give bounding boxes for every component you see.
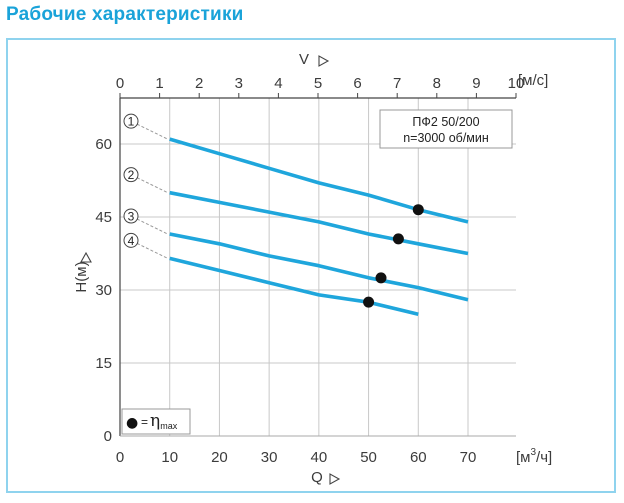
curve-line-4 <box>169 256 419 317</box>
curve-line-2 <box>169 190 469 256</box>
curve-leader-1 <box>136 123 168 140</box>
y-axis-tick-label: 60 <box>95 136 112 153</box>
bottom-axis-tick-label: 30 <box>261 449 278 466</box>
bottom-axis-tick-label: 70 <box>460 449 477 466</box>
bottom-axis-arrow-icon <box>329 473 341 485</box>
top-axis-tick-label: 4 <box>274 75 282 92</box>
top-axis-tick-label: 10 <box>508 75 525 92</box>
curve-leader-4 <box>136 242 168 259</box>
bottom-axis-unit: [м3/ч] <box>516 447 552 466</box>
left-axis-ticks: 0 15 30 45 60 <box>95 136 112 445</box>
y-axis-label: H(м) <box>73 261 90 292</box>
legend-box <box>121 408 191 435</box>
bottom-axis-tick-label: 60 <box>410 449 427 466</box>
efficiency-point-1 <box>412 204 424 216</box>
top-axis-tick-label: 3 <box>235 75 243 92</box>
curve-label-3: 3 <box>128 210 135 224</box>
chart-frame <box>6 38 616 493</box>
y-axis-tick-label: 45 <box>95 209 112 226</box>
top-axis-tick-label: 9 <box>472 75 480 92</box>
curve-label-1: 1 <box>128 115 135 129</box>
curve-line-3 <box>169 232 469 302</box>
top-axis-tick-label: 5 <box>314 75 322 92</box>
curve-label-circle-3 <box>123 208 139 224</box>
bottom-axis-tick-label: 40 <box>311 449 328 466</box>
curve-label-2: 2 <box>128 168 135 182</box>
top-axis-tick-label: 2 <box>195 75 203 92</box>
efficiency-point-2 <box>392 233 404 245</box>
legend-point-icon: ● <box>126 415 138 431</box>
model-name: ПФ2 50/200 <box>412 115 479 129</box>
y-axis-tick-label: 15 <box>95 355 112 372</box>
model-info-box <box>379 109 513 149</box>
bottom-axis-tick-label: 10 <box>161 449 178 466</box>
legend-text: = ηmax <box>141 411 178 431</box>
curve-leader-2 <box>136 177 168 194</box>
top-axis-tick-label: 1 <box>155 75 163 92</box>
curve-label-4: 4 <box>128 234 135 248</box>
curve-label-circle-2 <box>123 167 139 183</box>
top-axis-tick-label: 8 <box>433 75 441 92</box>
bottom-axis-ticks: 0 10 20 30 40 50 60 70 <box>116 449 477 466</box>
y-axis-tick-label: 30 <box>95 282 112 299</box>
bottom-axis-tick-label: 0 <box>116 449 124 466</box>
y-axis-tick-label: 0 <box>104 428 112 445</box>
y-axis-arrow-icon <box>80 251 92 263</box>
curve-label-circle-1 <box>123 113 139 129</box>
curve-label-circle-4 <box>123 232 139 248</box>
bottom-axis-tick-label: 50 <box>360 449 377 466</box>
top-axis-arrow-icon <box>318 55 330 67</box>
curve-leader-3 <box>136 218 168 235</box>
top-axis-tick-label: 6 <box>353 75 361 92</box>
bottom-axis-tick-label: 20 <box>211 449 228 466</box>
top-axis-tick-label: 7 <box>393 75 401 92</box>
top-axis-unit: [м/с] <box>518 72 548 89</box>
top-axis-ticks: 0 1 2 3 4 5 6 7 8 9 10 <box>116 75 525 98</box>
top-axis-tick-label: 0 <box>116 75 124 92</box>
efficiency-point-4 <box>363 296 375 308</box>
model-speed: n=3000 об/мин <box>403 131 489 145</box>
top-axis-label: V <box>299 51 309 68</box>
bottom-axis-label: Q <box>311 469 323 486</box>
series: 1 2 3 4 <box>123 113 469 317</box>
efficiency-point-3 <box>375 272 387 284</box>
page-title: Рабочие характеристики <box>6 4 244 25</box>
